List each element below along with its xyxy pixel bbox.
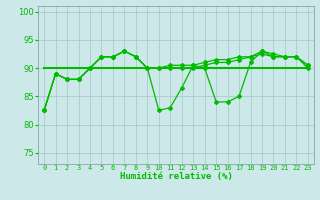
X-axis label: Humidité relative (%): Humidité relative (%) (120, 172, 232, 181)
